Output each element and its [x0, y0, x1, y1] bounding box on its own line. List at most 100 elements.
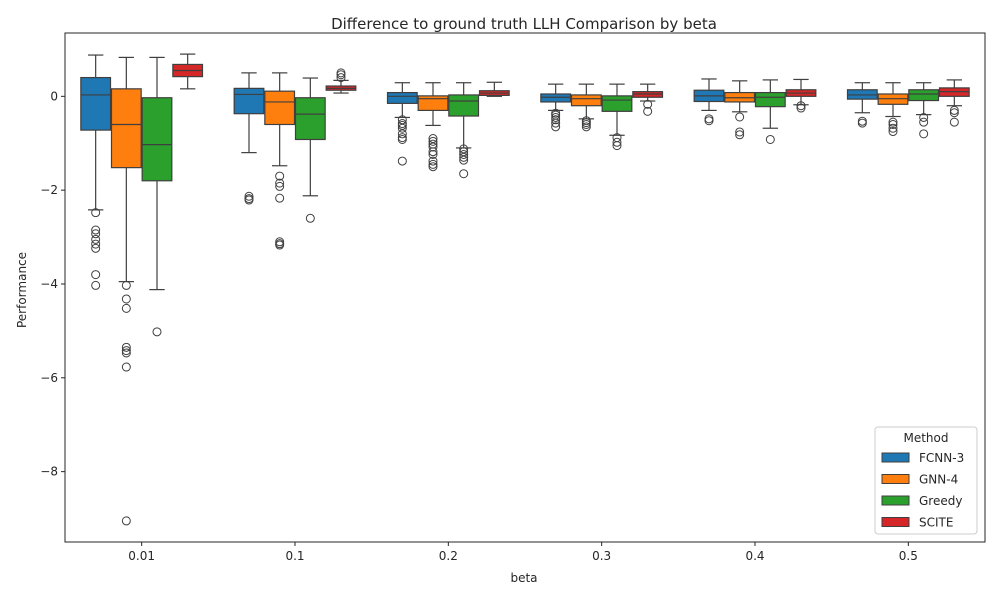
- legend-swatch: [881, 517, 910, 527]
- box-iqr: [386, 91, 418, 104]
- outlier-point: [428, 136, 438, 146]
- box-iqr: [110, 88, 142, 169]
- box: [294, 77, 326, 223]
- outlier-point: [275, 171, 285, 181]
- outlier-point: [121, 342, 131, 352]
- x-tick-label: 0.5: [899, 549, 918, 563]
- series-scite: [172, 53, 970, 127]
- y-tick-label: −8: [40, 465, 58, 479]
- outlier-point: [275, 240, 285, 250]
- outlier-point: [428, 162, 438, 172]
- outlier-point: [765, 134, 775, 144]
- outlier-point: [428, 159, 438, 169]
- box: [141, 56, 173, 337]
- outlier-point: [581, 122, 591, 132]
- outlier-point: [152, 327, 162, 337]
- box-iqr: [417, 95, 449, 112]
- outlier-point: [888, 117, 898, 127]
- outlier-point: [857, 118, 867, 128]
- plot-frame: [64, 32, 986, 543]
- outlier-point: [275, 178, 285, 188]
- legend-entries: FCNN-3 GNN-4 Greedy SCITE: [881, 451, 964, 530]
- box-iqr: [570, 94, 602, 107]
- outlier-point: [919, 129, 929, 139]
- x-tick-label: 0.2: [439, 549, 458, 563]
- outlier-point: [121, 362, 131, 372]
- box: [540, 83, 572, 132]
- box-iqr: [448, 94, 480, 117]
- box-iqr: [80, 76, 112, 131]
- outlier-point: [275, 181, 285, 191]
- x-tick-label: 0.1: [285, 549, 304, 563]
- outlier-point: [121, 294, 131, 304]
- legend-entry: SCITE: [881, 516, 953, 530]
- box: [264, 72, 296, 250]
- outlier-point: [91, 229, 101, 239]
- outlier-point: [397, 134, 407, 144]
- x-tick-label: 0.4: [745, 549, 764, 563]
- outlier-point: [459, 155, 469, 165]
- box-iqr: [294, 97, 326, 141]
- box-series-layer: [80, 53, 970, 526]
- legend-swatch: [881, 495, 910, 506]
- box: [325, 68, 357, 94]
- outlier-point: [428, 150, 438, 160]
- box: [632, 83, 664, 116]
- outlier-point: [121, 280, 131, 290]
- outlier-point: [91, 270, 101, 280]
- y-tick-label: 0: [50, 89, 58, 103]
- box: [448, 82, 480, 179]
- box: [754, 79, 786, 144]
- outlier-point: [888, 123, 898, 133]
- box: [785, 78, 817, 113]
- x-tick-label: 0.01: [128, 549, 155, 563]
- outlier-point: [91, 239, 101, 249]
- outlier-point: [336, 68, 346, 78]
- outlier-point: [735, 112, 745, 122]
- box: [693, 78, 725, 126]
- outlier-point: [796, 101, 806, 111]
- outlier-point: [551, 118, 561, 128]
- outlier-point: [91, 208, 101, 218]
- series-fcnn-3: [80, 54, 878, 290]
- legend-swatch: [881, 452, 910, 463]
- outlier-point: [888, 127, 898, 137]
- outlier-point: [919, 117, 929, 127]
- outlier-point: [244, 191, 254, 201]
- x-axis-ticks: 0.01 0.1 0.2 0.3 0.4 0.5: [128, 542, 918, 563]
- outlier-point: [551, 112, 561, 122]
- legend-title: Method: [903, 431, 948, 445]
- legend-entry: GNN-4: [881, 473, 958, 487]
- box: [846, 82, 878, 128]
- y-tick-label: −2: [40, 183, 58, 197]
- outlier-point: [643, 106, 653, 116]
- outlier-point: [704, 116, 714, 126]
- legend-label: SCITE: [919, 516, 953, 530]
- box-iqr: [264, 90, 296, 126]
- outlier-point: [643, 99, 653, 109]
- y-tick-label: −4: [40, 277, 58, 291]
- legend-label: FCNN-3: [919, 451, 964, 465]
- legend-entry: Greedy: [881, 494, 962, 508]
- outlier-point: [397, 123, 407, 133]
- outlier-point: [336, 73, 346, 83]
- outlier-point: [121, 346, 131, 356]
- outlier-point: [91, 225, 101, 235]
- series-greedy: [141, 56, 940, 337]
- legend-swatch: [881, 474, 910, 484]
- box: [233, 72, 265, 205]
- outlier-point: [91, 234, 101, 244]
- outlier-point: [459, 152, 469, 162]
- outlier-point: [91, 243, 101, 253]
- y-tick-label: −6: [40, 371, 58, 385]
- x-tick-label: 0.3: [592, 549, 611, 563]
- box: [570, 83, 602, 132]
- outlier-point: [612, 141, 622, 151]
- outlier-point: [275, 193, 285, 203]
- outlier-point: [949, 108, 959, 118]
- box: [478, 81, 510, 97]
- legend-label: Greedy: [919, 494, 962, 508]
- box: [724, 80, 756, 140]
- legend-entry: FCNN-3: [881, 451, 964, 465]
